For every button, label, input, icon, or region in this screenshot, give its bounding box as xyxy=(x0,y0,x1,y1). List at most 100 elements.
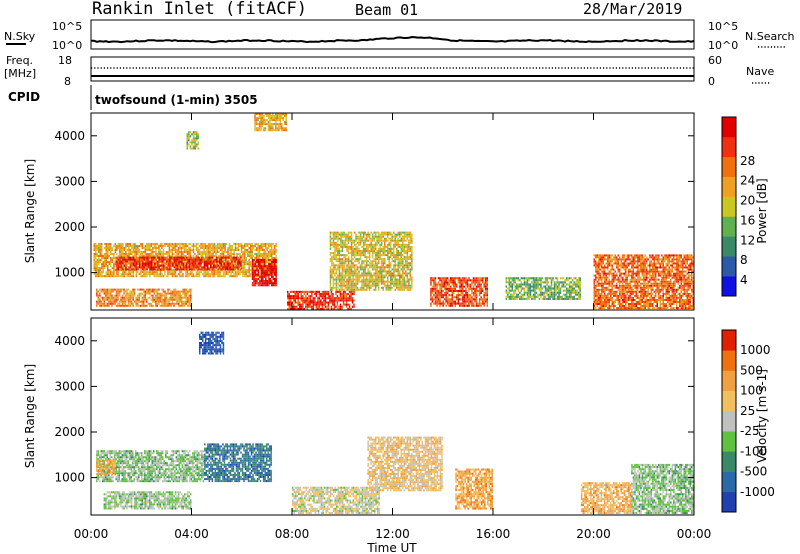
echo-cell xyxy=(213,247,216,249)
echo-cell xyxy=(122,243,124,245)
echo-cell xyxy=(174,294,177,297)
echo-cell xyxy=(245,273,247,276)
echo-cell xyxy=(116,253,118,255)
echo-cell xyxy=(332,284,335,287)
echo-cell xyxy=(393,274,395,277)
echo-cell xyxy=(203,243,205,245)
echo-cell xyxy=(260,249,262,251)
echo-cell xyxy=(245,271,247,274)
echo-cell xyxy=(140,243,142,245)
echo-cell xyxy=(131,251,133,253)
echo-cell xyxy=(171,251,174,253)
echo-cell xyxy=(393,272,395,275)
echo-cell xyxy=(511,279,514,282)
echo-cell xyxy=(397,231,399,234)
echo-cell xyxy=(109,298,112,301)
echo-cell xyxy=(466,279,469,282)
echo-cell xyxy=(99,298,101,301)
echo-cell xyxy=(251,257,253,259)
echo-cell xyxy=(345,303,348,306)
echo-cell xyxy=(399,286,401,289)
echo-cell xyxy=(167,290,169,293)
echo-cell xyxy=(356,235,359,238)
echo-cell xyxy=(105,290,107,293)
echo-cell xyxy=(549,295,551,298)
echo-cell xyxy=(391,276,393,279)
echo-cell xyxy=(124,294,127,297)
echo-cell xyxy=(402,262,404,265)
echo-cell xyxy=(128,249,130,251)
echo-cell xyxy=(312,305,315,308)
echo-cell xyxy=(93,255,95,257)
echo-cell xyxy=(396,270,398,273)
echo-cell xyxy=(331,260,333,263)
echo-cell xyxy=(361,237,363,240)
echo-cell xyxy=(358,280,360,283)
echo-cell xyxy=(409,262,412,265)
echo-cell xyxy=(451,302,453,305)
echo-cell xyxy=(150,302,153,305)
echo-cell xyxy=(335,231,338,234)
echo-cell xyxy=(267,243,270,245)
echo-cell xyxy=(531,289,533,292)
echo-cell xyxy=(454,277,456,280)
echo-cell xyxy=(370,231,372,234)
echo-cell xyxy=(380,276,383,279)
echo-cell xyxy=(388,250,390,252)
echo-cell xyxy=(411,276,413,279)
echo-cell xyxy=(433,287,435,290)
echo-cell xyxy=(140,265,142,268)
echo-cell xyxy=(236,261,238,264)
echo-cell xyxy=(185,264,188,267)
echo-cell xyxy=(397,282,399,285)
echo-cell xyxy=(227,247,229,249)
echo-cell xyxy=(265,284,267,287)
echo-cell xyxy=(324,297,327,300)
echo-cell xyxy=(271,280,273,283)
echo-cell xyxy=(192,275,195,278)
echo-cell xyxy=(110,245,112,247)
echo-cell xyxy=(132,247,135,249)
echo-cell xyxy=(246,253,249,255)
echo-cell xyxy=(367,286,369,289)
echo-cell xyxy=(242,271,244,274)
echo-cell xyxy=(272,263,274,266)
echo-cell xyxy=(185,273,187,276)
echo-cell xyxy=(522,295,524,298)
echo-cell xyxy=(138,288,140,291)
echo-cell xyxy=(338,280,341,283)
echo-cell xyxy=(263,253,265,255)
echo-cell xyxy=(114,247,117,249)
echo-cell xyxy=(174,302,177,305)
echo-cell xyxy=(126,298,128,301)
echo-cell xyxy=(335,256,338,259)
echo-cell xyxy=(481,287,484,290)
echo-cell xyxy=(405,286,407,289)
echo-cell xyxy=(351,290,354,293)
echo-cell xyxy=(107,249,109,251)
echo-cell xyxy=(460,281,463,284)
echo-cell xyxy=(350,272,353,275)
echo-cell xyxy=(390,245,392,248)
echo-cell xyxy=(152,256,154,259)
echo-cell xyxy=(397,243,399,246)
echo-cell xyxy=(177,304,180,307)
echo-cell xyxy=(460,287,463,290)
echo-cell xyxy=(543,293,545,296)
echo-cell xyxy=(177,294,180,297)
echo-cell xyxy=(344,299,346,302)
echo-cell xyxy=(531,297,533,300)
echo-cell xyxy=(97,290,99,293)
echo-cell xyxy=(478,292,481,295)
echo-cell xyxy=(233,243,235,245)
echo-cell xyxy=(240,256,242,259)
echo-cell xyxy=(517,285,520,288)
echo-cell xyxy=(243,263,246,266)
echo-cell xyxy=(170,255,172,257)
echo-cell xyxy=(347,256,350,259)
echo-cell xyxy=(561,295,563,298)
echo-cell xyxy=(111,271,114,274)
echo-cell xyxy=(463,298,466,301)
echo-cell xyxy=(243,253,246,255)
echo-cell xyxy=(380,262,383,265)
